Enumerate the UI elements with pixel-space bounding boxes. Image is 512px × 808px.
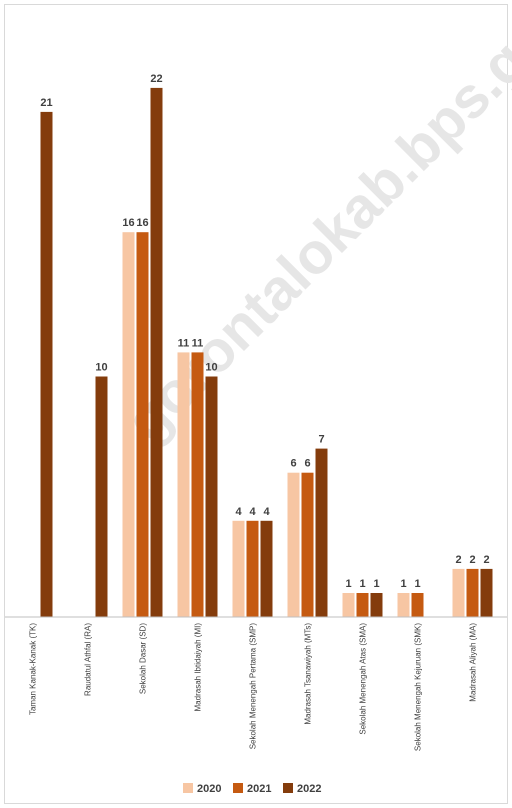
data-label-2020-sekolah-menengah-kejuruan-smk: 1 [400,578,406,590]
x-tick-label-sekolah-menengah-kejuruan-smk: Sekolah Menengah Kejuruan (SMK) [414,623,423,751]
data-label-2020-sekolah-menengah-pertama-smp: 4 [235,506,242,518]
bar-2021-sekolah-dasar-sd [136,232,149,617]
data-label-2022-sekolah-menengah-pertama-smp: 4 [263,506,270,518]
legend-label-2021: 2021 [247,783,271,795]
data-label-2022-sekolah-dasar-sd: 22 [150,73,162,85]
legend-swatch-2022 [283,783,293,793]
data-label-2022-taman-kanak-kanak-tk: 21 [40,97,52,109]
data-label-2022-madrasah-tsanawiyah-mts: 7 [318,434,324,446]
data-label-2021-madrasah-ibtidaiyah-mi: 11 [192,337,204,349]
bar-2021-sekolah-menengah-atas-sma [356,593,369,618]
bar-2020-madrasah-tsanawiyah-mts [287,472,300,617]
legend-label-2022: 2022 [297,783,321,795]
bar-2022-madrasah-ibtidaiyah-mi [205,376,218,617]
bar-2020-sekolah-dasar-sd [122,232,135,617]
data-label-2020-sekolah-menengah-atas-sma: 1 [345,578,351,590]
data-label-2022-madrasah-aliyah-ma: 2 [483,554,489,566]
data-label-2021-sekolah-menengah-atas-sma: 1 [359,578,365,590]
data-label-2021-sekolah-dasar-sd: 16 [136,217,148,229]
data-label-2020-madrasah-aliyah-ma: 2 [455,554,461,566]
bar-2022-madrasah-tsanawiyah-mts [315,448,328,617]
legend-swatch-2020 [183,783,193,793]
bars-group [40,87,493,618]
watermark-text: gorontalokab.bps.go.id [113,0,512,454]
legend: 2020 2021 2022 [183,783,321,795]
x-tick-label-madrasah-aliyah-ma: Madrasah Aliyah (MA) [469,623,478,702]
data-label-2020-sekolah-dasar-sd: 16 [122,217,134,229]
bar-2021-madrasah-aliyah-ma [466,568,479,617]
x-tick-label-madrasah-ibtidaiyah-mi: Madrasah Ibtidaiyah (MI) [194,623,203,712]
bar-2022-sekolah-menengah-atas-sma [370,593,383,618]
bar-2021-sekolah-menengah-pertama-smp [246,520,259,617]
x-tick-label-taman-kanak-kanak-tk: Taman Kanak-Kanak (TK) [29,623,38,715]
data-label-2020-madrasah-ibtidaiyah-mi: 11 [178,337,190,349]
bar-2022-sekolah-menengah-pertama-smp [260,520,273,617]
x-tick-label-sekolah-dasar-sd: Sekolah Dasar (SD) [139,623,148,694]
data-label-2020-madrasah-tsanawiyah-mts: 6 [290,458,296,470]
bar-2022-raudatul-athfal-ra [95,376,108,617]
x-tick-label-sekolah-menengah-atas-sma: Sekolah Menengah Atas (SMA) [359,623,368,735]
bar-2022-taman-kanak-kanak-tk [40,111,53,618]
bar-2022-sekolah-dasar-sd [150,87,163,617]
bar-2020-sekolah-menengah-pertama-smp [232,520,245,617]
bar-2020-sekolah-menengah-kejuruan-smk [397,593,410,618]
data-label-2022-raudatul-athfal-ra: 10 [95,362,107,374]
bar-2021-sekolah-menengah-kejuruan-smk [411,593,424,618]
bar-2020-sekolah-menengah-atas-sma [342,593,355,618]
x-tick-label-madrasah-tsanawiyah-mts: Madrasah Tsanawiyah (MTs) [304,623,313,725]
bar-2022-madrasah-aliyah-ma [480,568,493,617]
data-label-2022-madrasah-ibtidaiyah-mi: 10 [205,362,217,374]
x-tick-label-raudatul-athfal-ra: Raudatul Athfal (RA) [84,623,93,696]
data-label-2021-madrasah-tsanawiyah-mts: 6 [304,458,310,470]
bar-2021-madrasah-ibtidaiyah-mi [191,352,204,617]
x-tick-label-sekolah-menengah-pertama-smp: Sekolah Menengah Pertama (SMP) [249,623,258,750]
watermark: gorontalokab.bps.go.id [113,0,512,454]
data-label-2021-madrasah-aliyah-ma: 2 [469,554,475,566]
bar-2021-madrasah-tsanawiyah-mts [301,472,314,617]
bar-2020-madrasah-ibtidaiyah-mi [177,352,190,617]
data-label-2022-sekolah-menengah-atas-sma: 1 [373,578,379,590]
x-tick-labels: Taman Kanak-Kanak (TK) Raudatul Athfal (R… [29,623,478,751]
data-label-2021-sekolah-menengah-kejuruan-smk: 1 [414,578,420,590]
legend-swatch-2021 [233,783,243,793]
chart-frame [4,4,508,804]
legend-label-2020: 2020 [197,783,221,795]
data-label-2021-sekolah-menengah-pertama-smp: 4 [249,506,256,518]
bar-2020-madrasah-aliyah-ma [452,568,465,617]
